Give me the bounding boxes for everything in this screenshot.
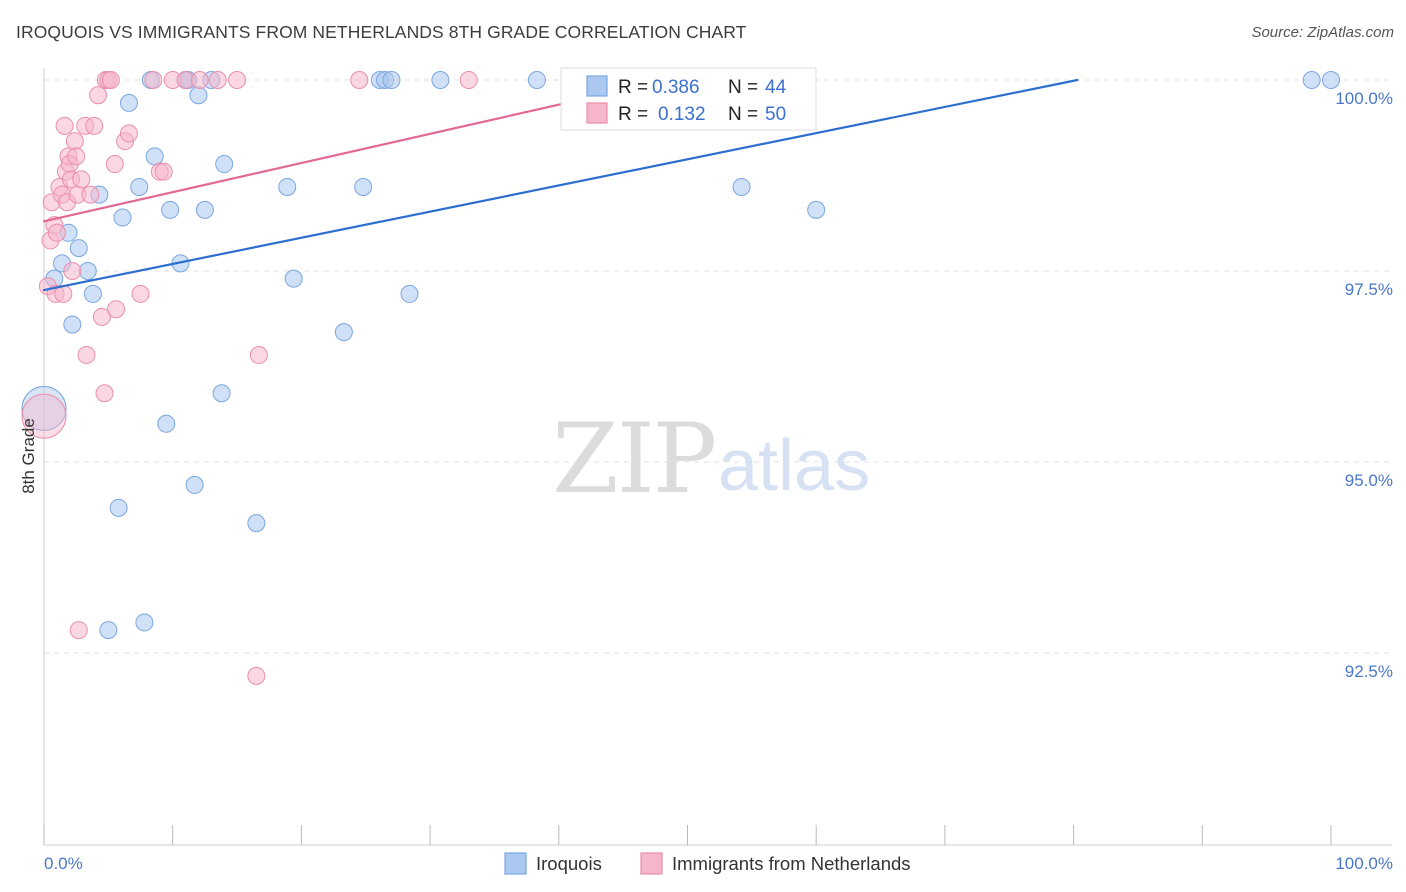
point-netherlands-46 [249, 346, 268, 365]
point-netherlands-31 [101, 71, 120, 89]
point-netherlands-17 [65, 132, 84, 151]
y-tick-labels: 100.0% 97.5% 95.0% 92.5% [1335, 89, 1393, 681]
point-iroquois-42 [1322, 71, 1340, 89]
point-iroquois-28 [247, 514, 266, 533]
point-iroquois-12 [119, 93, 138, 112]
point-netherlands-47 [350, 71, 369, 89]
legend-label-iroquois: Iroquois [536, 853, 602, 874]
stats-r-label-netherlands: R = [618, 104, 648, 125]
y-tick-label-1: 97.5% [1345, 280, 1393, 299]
point-netherlands-20 [69, 621, 88, 640]
stats-r-value-iroquois: 0.386 [652, 77, 700, 98]
point-iroquois-9 [109, 498, 128, 517]
point-iroquois-5 [69, 239, 88, 258]
legend: Iroquois Immigrants from Netherlands [504, 852, 911, 875]
point-netherlands-42 [190, 71, 209, 89]
stats-swatch-netherlands [586, 102, 608, 124]
scatter-points [21, 71, 1340, 685]
point-iroquois-23 [189, 86, 208, 105]
point-iroquois-35 [382, 71, 401, 89]
watermark: ZIP atlas [552, 403, 870, 515]
stats-n-label-netherlands: N = [728, 104, 758, 125]
point-netherlands-21 [72, 170, 91, 189]
y-tick-label-3: 92.5% [1345, 662, 1393, 681]
point-iroquois-24 [195, 200, 214, 219]
stats-n-label-iroquois: N = [728, 77, 758, 98]
point-netherlands-0 [21, 393, 67, 439]
point-iroquois-22 [185, 475, 204, 494]
point-netherlands-37 [144, 71, 163, 89]
point-netherlands-44 [228, 71, 247, 89]
point-iroquois-31 [334, 323, 353, 342]
stats-swatch-iroquois [586, 75, 608, 97]
legend-swatch-iroquois [504, 852, 527, 875]
x-tick-label-0: 0.0% [44, 854, 83, 873]
point-iroquois-32 [354, 177, 373, 196]
point-iroquois-18 [161, 200, 180, 219]
point-netherlands-39 [154, 162, 173, 181]
point-netherlands-6 [47, 223, 66, 242]
point-iroquois-6 [78, 262, 97, 280]
point-iroquois-30 [284, 269, 303, 288]
point-netherlands-26 [89, 86, 108, 105]
point-iroquois-39 [732, 177, 751, 196]
point-netherlands-25 [85, 116, 104, 135]
point-iroquois-11 [99, 621, 118, 640]
point-netherlands-45 [247, 666, 266, 685]
point-netherlands-36 [131, 284, 150, 303]
stats-n-value-iroquois: 44 [765, 77, 787, 98]
stats-box: R = 0.386 N = 44 R = 0.132 N = 50 [560, 67, 817, 131]
point-netherlands-48 [459, 71, 478, 89]
legend-label-netherlands: Immigrants from Netherlands [672, 853, 911, 874]
y-tick-label-2: 95.0% [1345, 471, 1393, 490]
point-netherlands-18 [67, 147, 86, 166]
point-iroquois-26 [212, 384, 231, 403]
y-tick-label-0: 100.0% [1335, 89, 1393, 108]
point-iroquois-16 [145, 147, 164, 166]
point-iroquois-14 [135, 613, 154, 632]
point-iroquois-10 [113, 208, 132, 227]
y-axis-label: 8th Grade [19, 418, 38, 494]
point-iroquois-41 [1302, 71, 1321, 89]
point-iroquois-40 [807, 200, 826, 219]
point-netherlands-24 [81, 185, 100, 204]
point-iroquois-27 [215, 155, 234, 174]
legend-swatch-netherlands [640, 852, 663, 875]
point-iroquois-17 [157, 414, 176, 433]
point-iroquois-36 [400, 284, 419, 303]
x-tick-labels: 0.0% 100.0% [44, 854, 1393, 873]
point-iroquois-4 [63, 315, 82, 334]
chart-title: IROQUOIS VS IMMIGRANTS FROM NETHERLANDS … [16, 22, 747, 42]
stats-r-value-netherlands: 0.132 [658, 104, 706, 125]
point-netherlands-10 [55, 116, 74, 135]
point-iroquois-13 [130, 177, 149, 196]
stats-r-label-iroquois: R = [618, 77, 648, 98]
point-netherlands-16 [63, 262, 82, 280]
trend-line-iroquois [42, 78, 1079, 292]
watermark-zip: ZIP [552, 403, 715, 515]
point-netherlands-28 [95, 384, 114, 403]
point-iroquois-29 [278, 177, 297, 196]
point-iroquois-7 [83, 284, 102, 303]
point-iroquois-38 [527, 71, 546, 89]
stats-n-value-netherlands: 50 [765, 104, 786, 125]
x-tick-label-1: 100.0% [1335, 854, 1393, 873]
source-label: Source: ZipAtlas.com [1251, 24, 1394, 41]
watermark-atlas: atlas [718, 426, 870, 506]
trend-lines [42, 78, 1079, 292]
trend-line-netherlands [42, 101, 568, 223]
point-netherlands-43 [208, 71, 227, 89]
point-netherlands-23 [77, 346, 96, 365]
axes [43, 68, 1392, 846]
point-netherlands-35 [119, 124, 138, 143]
point-iroquois-37 [431, 71, 450, 89]
point-netherlands-27 [92, 307, 111, 326]
point-netherlands-33 [107, 300, 126, 319]
grid-lines [44, 79, 1392, 654]
point-netherlands-32 [105, 155, 124, 174]
